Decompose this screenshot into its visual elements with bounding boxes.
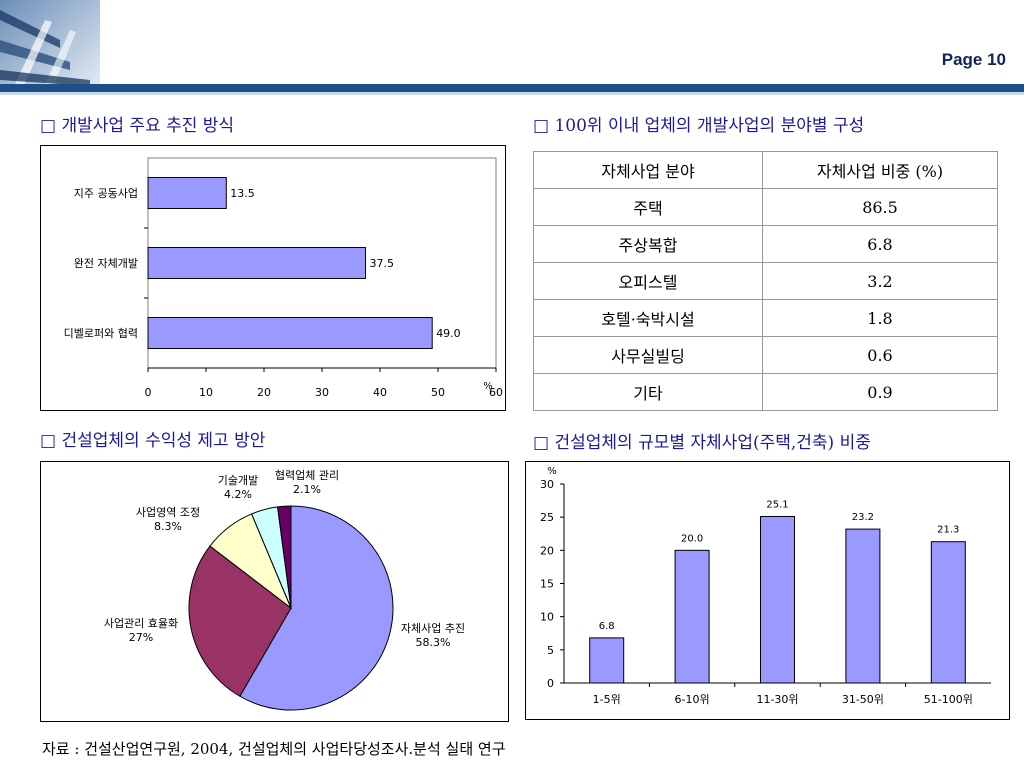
bar bbox=[147, 317, 433, 349]
y-tick-label: 20 bbox=[540, 544, 554, 557]
table-row: 주상복합 6.8 bbox=[533, 225, 998, 263]
slice-label: 기술개발 bbox=[218, 474, 258, 487]
table-cell: 0.6 bbox=[762, 336, 998, 374]
y-tick-label: 10 bbox=[540, 611, 554, 624]
category-label: 디벨로퍼와 협력 bbox=[64, 327, 138, 340]
table-cell: 주상복합 bbox=[533, 225, 763, 263]
table-row: 기타 0.9 bbox=[533, 373, 998, 411]
x-tick-label: 10 bbox=[199, 386, 213, 399]
source-note: 자료 : 건설산업연구원, 2004, 건설업체의 사업타당성조사.분석 실태 … bbox=[42, 740, 506, 758]
table-cell: 6.8 bbox=[762, 225, 998, 263]
section-title-profitability: □ 건설업체의 수익성 제고 방안 bbox=[40, 431, 266, 451]
table-header-share: 자체사업 비중 (%) bbox=[762, 151, 998, 189]
bar bbox=[589, 637, 625, 684]
category-label: 완전 자체개발 bbox=[74, 257, 138, 270]
bar bbox=[845, 528, 881, 684]
y-tick-label: 0 bbox=[547, 677, 554, 690]
data-label: 21.3 bbox=[937, 525, 959, 536]
y-tick-label: 5 bbox=[547, 644, 554, 657]
slice-label: 협력업체 관리 bbox=[275, 469, 339, 482]
slice-percent: 58.3% bbox=[416, 636, 451, 649]
page-number: Page 10 bbox=[941, 50, 1006, 69]
y-tick-label: 25 bbox=[540, 511, 554, 524]
field-table: 자체사업 분야 자체사업 비중 (%) 주택 86.5 주상복합 6.8 오피스텔 3… bbox=[533, 151, 998, 411]
slice-label: 사업관리 효율화 bbox=[104, 617, 178, 630]
x-tick-label: 30 bbox=[315, 386, 329, 399]
table-cell: 3.2 bbox=[762, 262, 998, 300]
slice-percent: 8.3% bbox=[154, 520, 182, 533]
table-cell: 주택 bbox=[533, 188, 763, 226]
table-cell: 0.9 bbox=[762, 373, 998, 411]
y-tick-label: 15 bbox=[540, 578, 554, 591]
category-label: 51-100위 bbox=[924, 693, 973, 706]
data-label: 37.5 bbox=[370, 257, 395, 270]
x-tick-label: 50 bbox=[431, 386, 445, 399]
header-bar-shadow bbox=[0, 92, 1024, 95]
pie-slice bbox=[277, 505, 292, 609]
slice-label: 사업영역 조정 bbox=[136, 506, 200, 519]
data-label: 6.8 bbox=[599, 621, 615, 632]
slice-label: 자체사업 추진 bbox=[401, 622, 465, 635]
category-label: 지주 공동사업 bbox=[74, 187, 138, 200]
bar bbox=[760, 516, 795, 684]
x-tick-label: 0 bbox=[145, 386, 152, 399]
building-logo-icon bbox=[0, 0, 100, 95]
table-row: 사무실빌딩 0.6 bbox=[533, 336, 998, 374]
table-cell: 호텔·숙박시설 bbox=[533, 299, 763, 337]
vbar-chart: 0 5 10 15 20 25 30% 6.8 1-5위 20.0 6-10위 25.1 11-30위 2… bbox=[540, 466, 991, 706]
table-header-field: 자체사업 분야 bbox=[533, 151, 763, 189]
slice-percent: 4.2% bbox=[224, 488, 252, 501]
hbar-chart-frame: 지주 공동사업 13.5 완전 자체개발 37.5 디벨로퍼와 협력 49.0 0 10 20 3… bbox=[40, 145, 506, 411]
unit-label: % bbox=[547, 466, 557, 477]
y-tick-label: 30 bbox=[540, 478, 554, 491]
table-cell: 사무실빌딩 bbox=[533, 336, 763, 374]
hbar-chart: 지주 공동사업 13.5 완전 자체개발 37.5 디벨로퍼와 협력 49.0 0 10 20 3… bbox=[64, 157, 503, 399]
field-composition-table: 자체사업 분야 자체사업 비중 (%) 주택 86.5 주상복합 6.8 오피스텔 3… bbox=[533, 151, 998, 411]
category-label: 31-50위 bbox=[842, 693, 884, 706]
section-title-size-share: □ 건설업체의 규모별 자체사업(주택,건축) 비중 bbox=[533, 433, 871, 453]
header-decoration bbox=[0, 0, 100, 95]
data-label: 49.0 bbox=[436, 327, 461, 340]
x-tick-label: 20 bbox=[257, 386, 271, 399]
data-label: 20.0 bbox=[681, 533, 703, 544]
pie-chart-frame: 자체사업 추진 58.3% 사업관리 효율화 27% 사업영역 조정 8.3% 기술개발 4.… bbox=[40, 461, 509, 722]
category-label: 6-10위 bbox=[675, 693, 710, 706]
section-title-field-composition: □ 100위 이내 업체의 개발사업의 분야별 구성 bbox=[533, 116, 865, 136]
category-label: 11-30위 bbox=[756, 693, 798, 706]
table-row: 주택 86.5 bbox=[533, 188, 998, 226]
data-label: 25.1 bbox=[766, 500, 788, 511]
bar bbox=[147, 247, 366, 279]
table-row: 호텔·숙박시설 1.8 bbox=[533, 299, 998, 337]
bar bbox=[930, 541, 966, 684]
data-label: 23.2 bbox=[852, 512, 874, 523]
table-row: 오피스텔 3.2 bbox=[533, 262, 998, 300]
category-label: 1-5위 bbox=[593, 693, 621, 706]
bar bbox=[674, 549, 710, 684]
bar bbox=[147, 177, 227, 209]
header-bar bbox=[0, 84, 1024, 92]
table-cell: 1.8 bbox=[762, 299, 998, 337]
data-label: 13.5 bbox=[230, 187, 255, 200]
pie-slice bbox=[188, 545, 292, 697]
slice-percent: 2.1% bbox=[293, 483, 321, 496]
table-cell: 86.5 bbox=[762, 188, 998, 226]
table-cell: 기타 bbox=[533, 373, 763, 411]
table-cell: 오피스텔 bbox=[533, 262, 763, 300]
x-tick-label: 40 bbox=[373, 386, 387, 399]
table-header-row: 자체사업 분야 자체사업 비중 (%) bbox=[533, 151, 998, 189]
vbar-chart-frame: 0 5 10 15 20 25 30% 6.8 1-5위 20.0 6-10위 25.1 11-30위 2… bbox=[525, 461, 1010, 720]
section-title-dev-methods: □ 개발사업 주요 추진 방식 bbox=[40, 116, 235, 136]
unit-label: % bbox=[483, 381, 493, 392]
pie-slice bbox=[239, 505, 394, 711]
x-tick-label: 60 bbox=[489, 386, 503, 399]
slice-percent: 27% bbox=[129, 631, 153, 644]
